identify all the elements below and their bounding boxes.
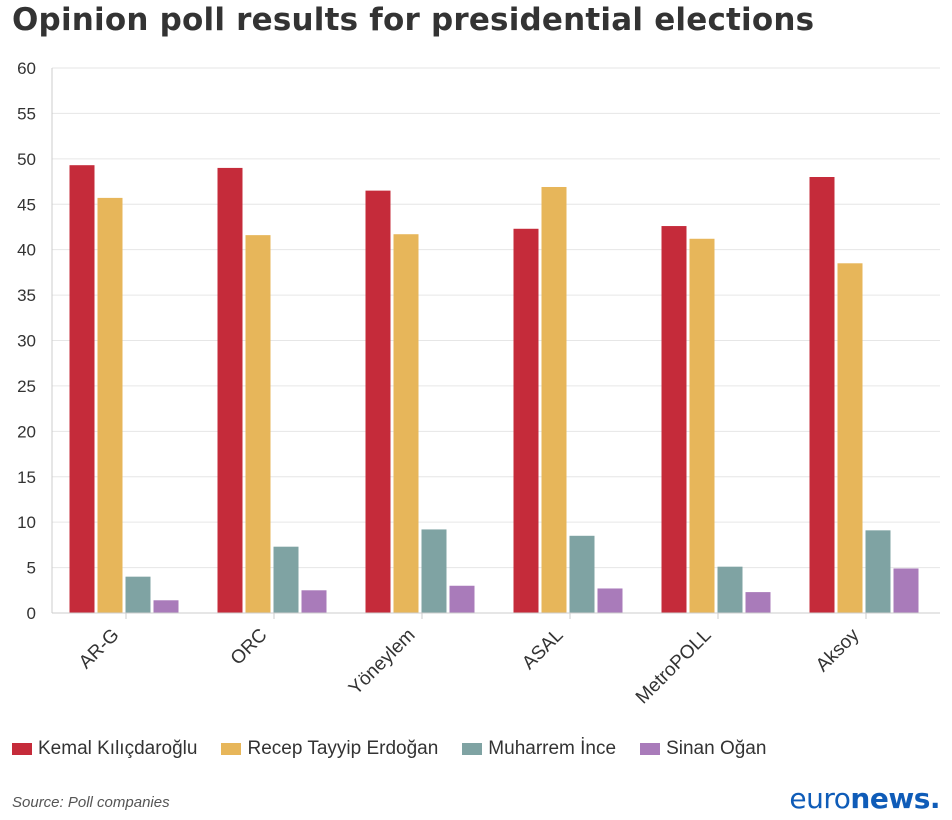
legend-item: Muharrem İnce bbox=[462, 738, 616, 760]
y-tick-label: 45 bbox=[17, 195, 36, 214]
y-tick-label: 15 bbox=[17, 468, 36, 487]
legend-swatch bbox=[462, 743, 483, 755]
legend-label: Sinan Oğan bbox=[666, 738, 767, 759]
y-tick-label: 35 bbox=[17, 286, 36, 305]
bar-asal-series-3 bbox=[597, 588, 623, 613]
legend-swatch bbox=[221, 743, 242, 755]
legend-item: Recep Tayyip Erdoğan bbox=[221, 738, 438, 760]
y-tick-label: 50 bbox=[17, 150, 36, 169]
y-tick-label: 5 bbox=[27, 559, 36, 578]
y-tick-label: 0 bbox=[27, 604, 36, 623]
bar-aksoy-series-2 bbox=[865, 530, 891, 613]
x-tick-label: Aksoy bbox=[812, 624, 864, 676]
bar-ar-g-series-1 bbox=[97, 197, 123, 613]
bar-aksoy-series-3 bbox=[893, 568, 919, 613]
y-tick-label: 20 bbox=[17, 422, 36, 441]
legend-item: Kemal Kılıçdaroğlu bbox=[12, 738, 197, 760]
y-tick-label: 25 bbox=[17, 377, 36, 396]
x-tick-label: ORC bbox=[227, 625, 272, 670]
source-note: Source: Poll companies bbox=[12, 794, 170, 811]
bar-y-neylem-series-0 bbox=[365, 190, 391, 613]
y-tick-label: 55 bbox=[17, 104, 36, 123]
x-tick-label: MetroPOLL bbox=[632, 625, 716, 709]
legend-swatch bbox=[12, 743, 32, 755]
bar-orc-series-2 bbox=[273, 546, 299, 613]
bar-aksoy-series-1 bbox=[837, 263, 863, 613]
legend-label: Muharrem İnce bbox=[488, 738, 617, 759]
legend-label: Recep Tayyip Erdoğan bbox=[247, 738, 439, 759]
bar-asal-series-2 bbox=[569, 535, 595, 613]
bar-y-neylem-series-3 bbox=[449, 585, 475, 613]
y-tick-label: 60 bbox=[17, 59, 36, 78]
logo-text-euro: euro bbox=[789, 782, 851, 815]
x-tick-label: ASAL bbox=[518, 625, 567, 674]
x-tick-label: Yöneylem bbox=[345, 625, 420, 700]
bar-metropoll-series-1 bbox=[689, 238, 715, 613]
bar-ar-g-series-2 bbox=[125, 576, 151, 613]
logo-text-news: news. bbox=[850, 782, 940, 815]
legend-swatch bbox=[640, 743, 661, 755]
legend: Kemal Kılıçdaroğlu Recep Tayyip Erdoğan Mu… bbox=[12, 738, 790, 760]
y-tick-label: 30 bbox=[17, 332, 36, 351]
y-tick-label: 40 bbox=[17, 241, 36, 260]
bar-aksoy-series-0 bbox=[809, 177, 835, 613]
bar-orc-series-0 bbox=[217, 167, 243, 613]
bar-orc-series-3 bbox=[301, 590, 327, 613]
bar-chart: 0 5 10 15 20 25 30 35 40 45 50 55 60 AR-G ORC Yöneylem A… bbox=[17, 59, 940, 709]
bar-metropoll-series-0 bbox=[661, 226, 687, 614]
bar-metropoll-series-2 bbox=[717, 566, 743, 613]
chart-title: Opinion poll results for presidential el… bbox=[12, 2, 815, 38]
legend-label: Kemal Kılıçdaroğlu bbox=[38, 738, 198, 759]
bar-asal-series-1 bbox=[541, 186, 567, 613]
y-tick-label: 10 bbox=[17, 513, 36, 532]
legend-item: Sinan Oğan bbox=[640, 738, 766, 760]
bar-y-neylem-series-1 bbox=[393, 234, 419, 613]
x-tick-label: AR-G bbox=[75, 625, 123, 673]
bar-asal-series-0 bbox=[513, 228, 539, 613]
euronews-logo: euronews. bbox=[789, 782, 940, 815]
bar-ar-g-series-3 bbox=[153, 600, 179, 613]
bar-y-neylem-series-2 bbox=[421, 529, 447, 613]
bar-ar-g-series-0 bbox=[69, 165, 95, 614]
bar-orc-series-1 bbox=[245, 235, 271, 613]
bar-metropoll-series-3 bbox=[745, 592, 771, 613]
